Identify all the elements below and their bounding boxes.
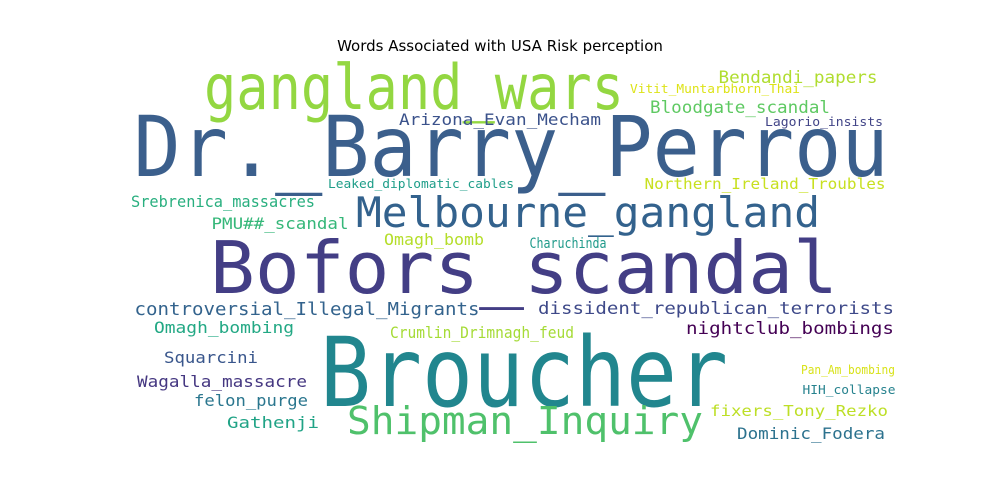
word-bloodgate-scandal: Bloodgate_scandal	[650, 98, 830, 118]
word-leaked-diplomatic-cables: Leaked_diplomatic_cables	[328, 177, 514, 191]
word-bendandi-papers: Bendandi_papers	[719, 68, 878, 88]
word-arizona-evan-mecham: Arizona_Evan_Mecham	[399, 110, 601, 129]
word-wagalla-massacre: Wagalla_massacre	[137, 372, 307, 391]
word-squarcini: Squarcini	[164, 348, 258, 367]
word-dr-barry-perrou: Dr._Barry_Perrou	[134, 98, 889, 196]
word-crumlin-drimnagh-feud: Crumlin_Drimnagh_feud	[390, 323, 574, 342]
word-omagh-bomb: Omagh_bomb	[384, 230, 484, 249]
word-gathenji: Gathenji	[227, 413, 319, 432]
chart-title: Words Associated with USA Risk perceptio…	[337, 37, 663, 55]
word-bofors-scandal: Bofors_scandal	[210, 226, 838, 310]
word-lagorio-insists: Lagorio_insists	[765, 115, 883, 129]
word-dissident-republican-terrorists: dissident_republican_terrorists	[538, 299, 894, 319]
word-nightclub-bombings: nightclub_bombings	[686, 319, 894, 339]
word-hih-collapse: HIH_collapse	[803, 383, 896, 397]
word-gangland-wars: gangland_wars	[204, 51, 624, 124]
word-fixers-tony-rezko: fixers_Tony_Rezko	[710, 402, 888, 420]
word-srebrenica-massacres: Srebrenica_massacres	[131, 192, 315, 211]
word-pan-am-bombing: Pan_Am_bombing	[801, 363, 895, 377]
word-vitit-muntarbhorn-thai: Vitit_Muntarbhorn_Thai	[630, 82, 800, 96]
word-charuchinda: Charuchinda	[530, 236, 607, 252]
word-melbourne-gangland: Melbourne_gangland	[356, 188, 820, 237]
word-broucher: Broucher	[320, 317, 728, 429]
word-dominic-fodera: Dominic_Fodera	[737, 424, 885, 443]
word-pmu-scandal: PMU##_scandal	[212, 214, 349, 233]
word-omagh-bombing: Omagh_bombing	[154, 318, 294, 337]
word-felon-purge: felon_purge	[194, 391, 308, 410]
word-shipman-inquiry: Shipman_Inquiry	[347, 399, 703, 444]
word-controversial-illegal-migrants: controversial_Illegal_Migrants	[135, 299, 480, 320]
word-northern-ireland-troubles: Northern_Ireland_Troubles	[645, 175, 886, 193]
